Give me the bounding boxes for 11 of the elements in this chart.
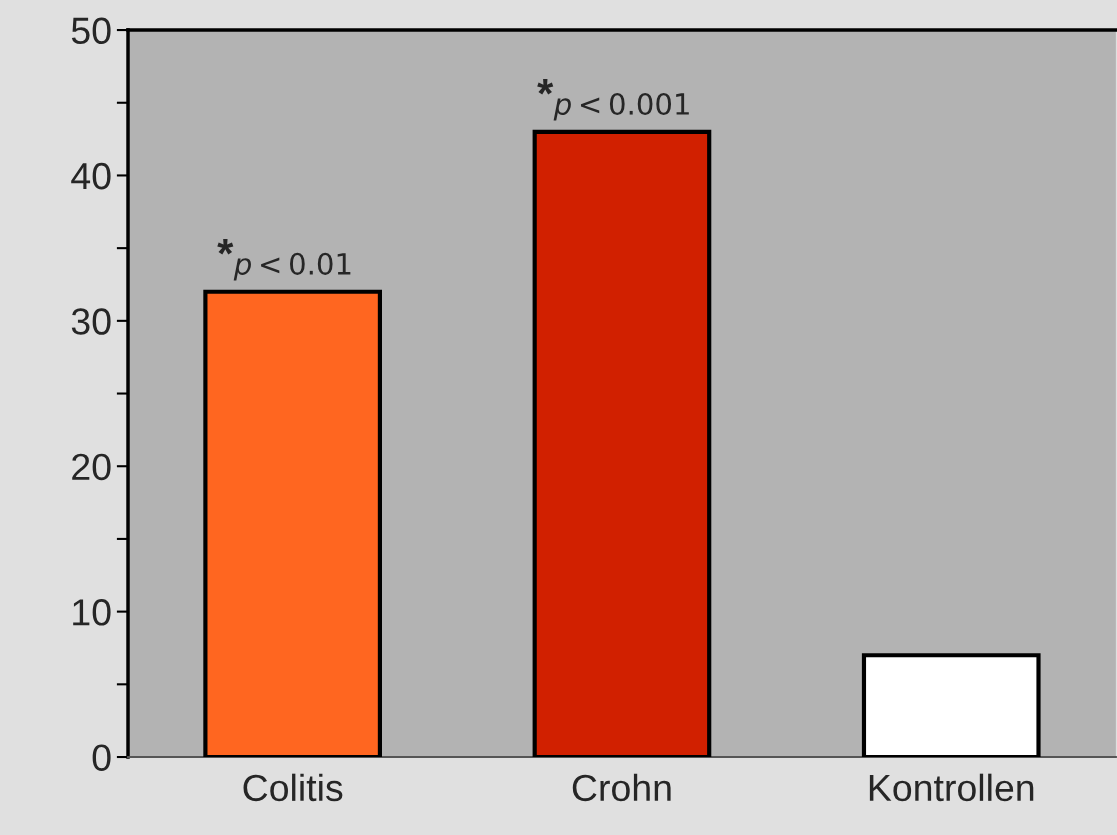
x-tick-label: Colitis	[243, 773, 343, 802]
y-tick-label: 40	[71, 162, 111, 190]
x-tick-label: Crohn	[572, 773, 671, 802]
x-tick-label: Kontrollen	[869, 773, 1034, 802]
y-tick-label: 30	[71, 308, 111, 335]
y-tick-label: 50	[71, 17, 111, 45]
y-tick-label: 10	[73, 599, 111, 626]
y-tick-label: 20	[72, 453, 111, 481]
annotation: *$_{p<0.01}$	[217, 238, 351, 281]
y-tick-label: 0	[92, 744, 111, 771]
annotation: *$_{p<0.001}$	[537, 79, 689, 121]
